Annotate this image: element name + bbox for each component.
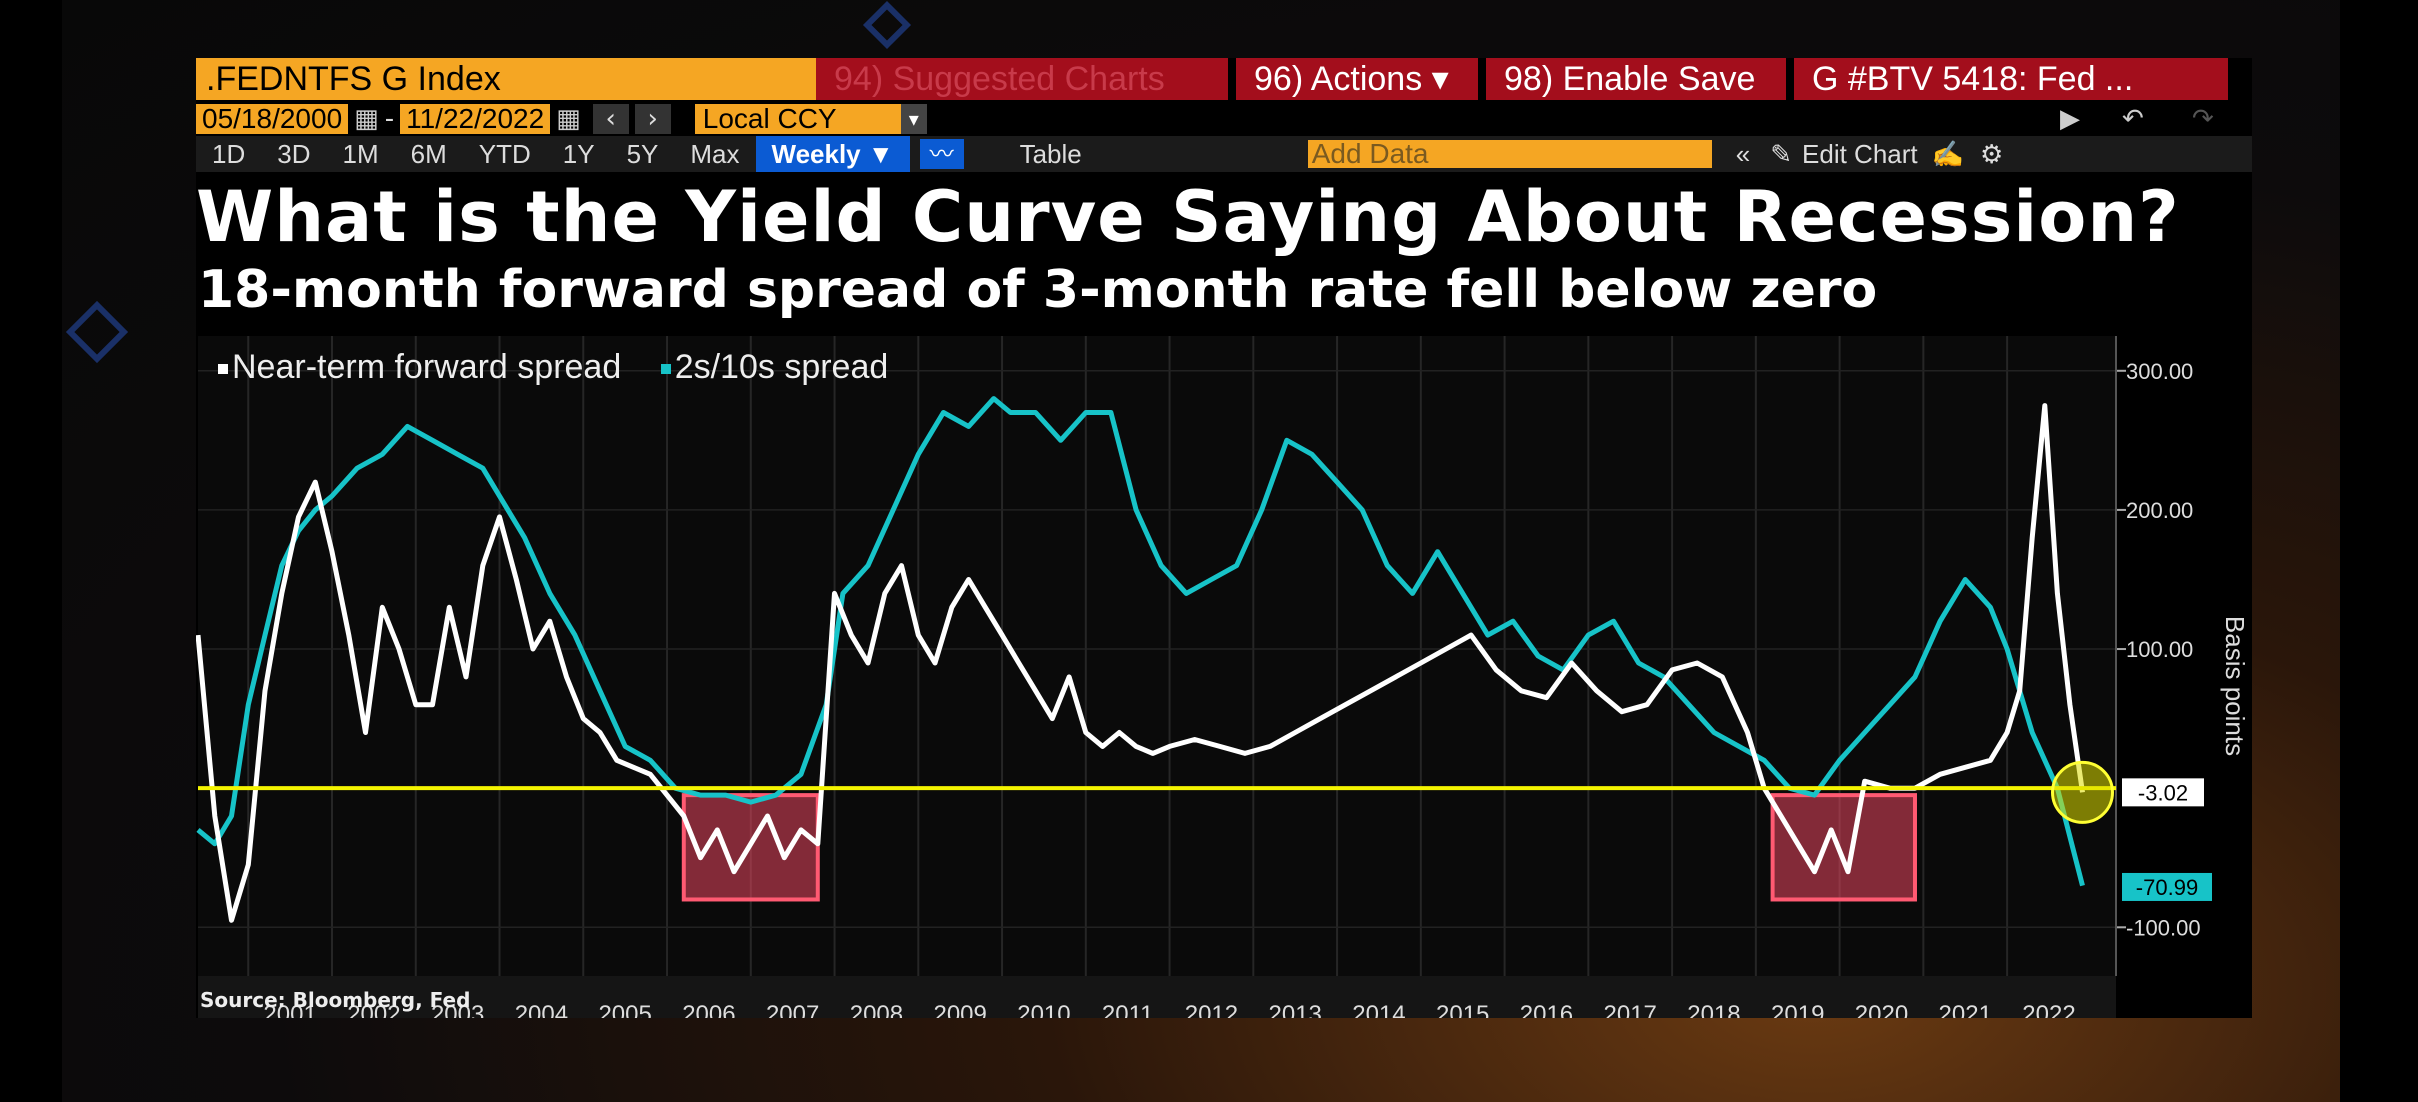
last-value-label: -3.02 — [2138, 780, 2188, 805]
pencil-icon[interactable]: ✎ — [1770, 139, 1793, 169]
x-tick-label: 2022 — [2022, 1001, 2075, 1018]
x-tick-label: 2017 — [1604, 1001, 1657, 1018]
edit-icon[interactable]: ✍ — [1931, 139, 1964, 169]
range-6m[interactable]: 6M — [410, 139, 447, 169]
legend: Near-term forward spread 2s/10s spread — [218, 348, 888, 387]
y-tick-label: 200.00 — [2126, 498, 2193, 523]
add-data-input[interactable]: Add Data — [1307, 140, 1712, 168]
range-5y[interactable]: 5Y — [626, 139, 659, 169]
range-1y[interactable]: 1Y — [562, 139, 595, 169]
y-tick-label: -100.00 — [2126, 915, 2201, 940]
x-tick-label: 2015 — [1436, 1001, 1489, 1018]
chart-panel: .FEDNTFS G Index 94) Suggested Charts 96… — [196, 58, 2252, 1018]
last-value-tag-white — [2122, 778, 2204, 807]
chart-subtitle: 18-month forward spread of 3-month rate … — [198, 260, 1878, 320]
date-separator: - — [384, 104, 395, 134]
last-value-tag-teal — [2122, 872, 2212, 901]
x-tick-label: 2005 — [598, 1001, 651, 1018]
x-tick-label: 2016 — [1520, 1001, 1573, 1018]
redo-icon[interactable]: ↷ — [2192, 104, 2214, 134]
legend-swatch-white — [218, 364, 228, 375]
range-max[interactable]: Max — [690, 139, 740, 169]
x-tick-label: 2020 — [1855, 1001, 1908, 1018]
x-tick-label: 2014 — [1352, 1001, 1405, 1018]
range-3d[interactable]: 3D — [277, 139, 311, 169]
x-tick-label: 2001 — [263, 1001, 316, 1018]
ticker-field[interactable]: .FEDNTFS G Index — [196, 58, 816, 100]
source-note: Source: Bloomberg, Fed — [200, 988, 471, 1012]
line-chart: 2001 2002 2003 2004 2005 2006 2007 2008 2009 2010… — [196, 336, 2250, 1018]
x-tick-label: 2007 — [766, 1001, 819, 1018]
x-tick-label: 2003 — [431, 1001, 484, 1018]
y-tick-label: 300.00 — [2126, 359, 2193, 384]
x-tick-label: 2012 — [1185, 1001, 1238, 1018]
prev-arrow-icon[interactable]: ‹ — [592, 104, 629, 134]
end-date-field[interactable]: 11/22/2022 — [400, 104, 551, 134]
x-tick-label: 2006 — [682, 1001, 735, 1018]
play-icon[interactable]: ▶ — [2060, 104, 2080, 134]
x-axis-band — [198, 976, 2116, 1018]
range-1d[interactable]: 1D — [212, 139, 246, 169]
start-date-field[interactable]: 05/18/2000 — [196, 104, 349, 134]
next-arrow-icon[interactable]: › — [634, 104, 671, 134]
line-chart-icon[interactable]: 〰 — [919, 139, 964, 169]
x-tick-label: 2004 — [515, 1001, 568, 1018]
x-tick-label: 2002 — [347, 1001, 400, 1018]
suggested-charts-button[interactable]: 94) Suggested Charts — [816, 58, 1228, 100]
range-ytd[interactable]: YTD — [478, 139, 531, 169]
x-tick-label: 2008 — [850, 1001, 903, 1018]
enable-save-button[interactable]: 98) Enable Save — [1486, 58, 1786, 100]
y-tick-label: 100.00 — [2126, 637, 2193, 662]
legend-swatch-teal — [660, 364, 671, 375]
x-tick-label: 2011 — [1102, 1001, 1154, 1018]
legend-label: 2s/10s spread — [674, 348, 889, 386]
gear-icon[interactable]: ⚙ — [1980, 139, 2004, 169]
table-button[interactable]: Table — [1019, 139, 1082, 169]
undo-icon[interactable]: ↶ — [2122, 104, 2144, 134]
toolbar: 1D 3D 1M 6M YTD 1Y 5Y Max Weekly ▼ 〰 Tab… — [196, 136, 2252, 172]
actions-button[interactable]: 96) Actions ▾ — [1236, 58, 1478, 100]
series-line — [196, 396, 2085, 887]
x-tick-label: 2009 — [933, 1001, 986, 1018]
y-axis-label: Basis points — [2220, 616, 2250, 756]
series-line — [196, 403, 2085, 923]
chevron-down-icon[interactable]: ▾ — [900, 104, 927, 134]
x-tick-label: 2013 — [1269, 1001, 1322, 1018]
btv-button[interactable]: G #BTV 5418: Fed ... — [1794, 58, 2228, 100]
x-tick-label: 2019 — [1771, 1001, 1824, 1018]
frequency-select[interactable]: Weekly ▼ — [755, 136, 910, 172]
date-bar: 05/18/2000 ▦ - 11/22/2022 ▦ ‹ › Local CC… — [196, 102, 2214, 136]
calendar-icon[interactable]: ▦ — [354, 104, 379, 134]
x-tick-label: 2018 — [1687, 1001, 1740, 1018]
last-value-label: -70.99 — [2136, 875, 2198, 900]
recession-box — [1770, 793, 1917, 902]
calendar-icon[interactable]: ▦ — [556, 104, 581, 134]
highlight-circle — [2050, 760, 2114, 824]
collapse-icon[interactable]: « — [1735, 139, 1751, 169]
x-tick-label: 2021 — [1939, 1001, 1992, 1018]
range-1m[interactable]: 1M — [342, 139, 379, 169]
legend-label: Near-term forward spread — [232, 348, 622, 386]
chart-title: What is the Yield Curve Saying About Rec… — [196, 176, 2180, 258]
header-bar: .FEDNTFS G Index 94) Suggested Charts 96… — [196, 58, 2228, 100]
edit-chart-button[interactable]: Edit Chart — [1802, 139, 1918, 169]
x-tick-label: 2010 — [1017, 1001, 1070, 1018]
currency-select[interactable]: Local CCY — [694, 104, 901, 134]
